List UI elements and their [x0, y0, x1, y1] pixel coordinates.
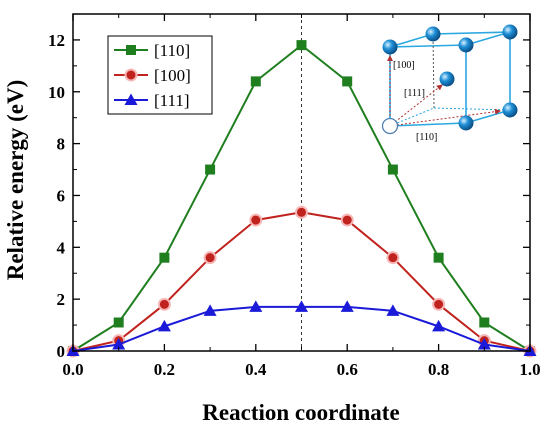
cell-edge	[465, 109, 511, 124]
data-point	[386, 251, 400, 265]
inset-label: [111]	[404, 88, 425, 99]
x-axis-title: Reaction coordinate	[202, 400, 399, 425]
bcc-unit-cell-inset: [100] [111] [110]	[381, 24, 518, 143]
data-point	[203, 304, 217, 316]
data-point	[340, 213, 354, 227]
series-group	[66, 40, 537, 358]
inset-label: [100]	[393, 60, 415, 71]
atom	[439, 71, 455, 87]
cell-hidden-edge	[432, 33, 435, 109]
data-point	[433, 252, 444, 263]
legend-entry: [110]	[114, 41, 190, 60]
vacancy-site	[381, 117, 399, 135]
cell-edge	[465, 31, 511, 46]
legend: [110] [100] [111]	[107, 35, 213, 115]
data-point	[342, 76, 353, 87]
data-point	[250, 76, 261, 87]
x-tick-label: 0.2	[154, 360, 175, 379]
legend-entry: [111]	[114, 91, 190, 110]
y-tick-label: 0	[57, 342, 66, 361]
atom	[458, 115, 474, 131]
y-tick-label: 12	[48, 31, 65, 50]
y-tick-label: 8	[57, 135, 66, 154]
cell-edge	[389, 44, 467, 48]
cell-edge	[389, 122, 467, 127]
data-point	[479, 317, 490, 328]
atom	[382, 39, 398, 55]
data-point	[124, 93, 138, 105]
x-tick-label: 0.8	[428, 360, 449, 379]
data-point	[157, 297, 171, 311]
legend-entry: [100]	[114, 66, 191, 85]
atom	[502, 102, 518, 118]
data-point	[477, 338, 491, 350]
x-tick-label: 1.0	[519, 360, 540, 379]
data-point	[113, 317, 124, 328]
data-point	[124, 68, 138, 82]
arrow-110	[396, 108, 501, 126]
series-line	[72, 211, 531, 352]
x-tick-label: 0.0	[62, 360, 83, 379]
data-point	[295, 300, 308, 312]
legend-label: [100]	[154, 66, 191, 85]
data-point	[249, 213, 263, 227]
data-point	[296, 40, 307, 51]
data-point	[295, 205, 308, 219]
y-tick-label: 2	[57, 290, 66, 309]
atom	[425, 26, 441, 42]
legend-label: [110]	[154, 41, 190, 60]
data-point	[432, 319, 446, 332]
data-point	[249, 300, 263, 312]
legend-label: [111]	[154, 91, 190, 110]
series-square	[68, 40, 535, 356]
data-point	[205, 164, 216, 175]
y-axis-title: Relative energy (eV)	[3, 80, 28, 281]
data-point	[386, 304, 400, 316]
atom	[458, 37, 474, 53]
inset-label: [110]	[416, 132, 437, 143]
cell-edge	[432, 31, 511, 35]
data-point	[126, 45, 136, 55]
x-tick-label: 0.4	[245, 360, 267, 379]
data-point	[340, 300, 354, 312]
data-point	[387, 164, 398, 175]
data-point	[157, 319, 171, 332]
arrow-111	[394, 84, 443, 123]
data-point	[203, 251, 217, 265]
data-point	[432, 297, 446, 311]
y-tick-label: 6	[57, 186, 66, 205]
axes: 0.0 0.2 0.4 0.6 0.8 1.0 0 2 4 6 8 10 12	[48, 13, 541, 379]
x-tick-label: 0.6	[337, 360, 358, 379]
y-tick-label: 4	[57, 238, 66, 257]
y-tick-label: 10	[48, 83, 65, 102]
atom	[502, 24, 518, 40]
cell-hidden-edge	[433, 107, 511, 111]
data-point	[112, 338, 126, 350]
data-point	[159, 252, 170, 263]
